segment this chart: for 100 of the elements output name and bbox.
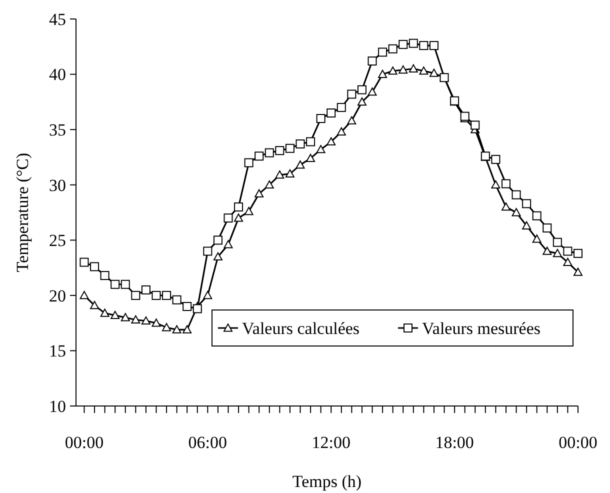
- y-tick-label: 30: [49, 176, 66, 195]
- point: [419, 41, 428, 50]
- point: [522, 199, 532, 208]
- point: [234, 214, 244, 222]
- point: [563, 258, 572, 266]
- point: [141, 285, 150, 294]
- point: [512, 190, 521, 200]
- point: [110, 310, 120, 320]
- point: [152, 290, 161, 300]
- point: [552, 238, 562, 247]
- y-tick-label: 40: [49, 65, 66, 84]
- point: [224, 214, 233, 223]
- point: [90, 262, 100, 272]
- point: [224, 240, 233, 248]
- x-axis-title: Temps (h): [292, 472, 362, 491]
- point: [574, 268, 582, 276]
- point: [244, 158, 254, 168]
- y-tick-label: 45: [49, 10, 66, 29]
- point: [100, 308, 110, 317]
- x-tick-label: 00:00: [64, 433, 104, 452]
- point: [378, 48, 388, 57]
- point: [120, 313, 130, 322]
- y-tick-label: 35: [49, 120, 66, 140]
- point: [162, 322, 172, 332]
- point: [254, 189, 264, 198]
- point: [347, 116, 356, 124]
- x-tick-label: 00:00: [558, 433, 598, 452]
- point: [532, 211, 542, 220]
- point: [90, 300, 100, 310]
- point: [264, 148, 274, 158]
- x-tick-label: 18:00: [435, 433, 474, 452]
- point: [429, 68, 438, 77]
- point: [152, 318, 161, 327]
- point: [203, 246, 212, 256]
- point: [398, 40, 408, 49]
- point: [512, 208, 521, 216]
- point: [398, 65, 408, 74]
- point: [501, 202, 510, 211]
- point: [192, 304, 202, 314]
- point: [275, 146, 284, 156]
- point: [296, 160, 305, 169]
- point: [182, 302, 192, 311]
- point: [275, 170, 284, 179]
- point: [203, 290, 212, 300]
- point: [316, 144, 326, 154]
- point: [131, 290, 140, 300]
- point: [110, 280, 120, 289]
- point: [378, 70, 388, 78]
- point: [388, 44, 398, 54]
- point: [542, 246, 552, 255]
- point: [316, 114, 326, 124]
- legend-label: Valeurs calculées: [242, 318, 360, 338]
- point: [552, 248, 562, 258]
- point: [285, 144, 294, 153]
- point: [100, 271, 110, 280]
- point: [574, 248, 582, 258]
- y-tick-label: 25: [49, 231, 66, 250]
- legend-label: Valeurs mesurées: [422, 318, 540, 338]
- point: [429, 41, 438, 50]
- point: [419, 66, 428, 75]
- point: [388, 66, 398, 75]
- point: [244, 206, 254, 216]
- point: [213, 252, 222, 260]
- y-axis-title: Temperature (°C): [13, 152, 32, 272]
- point: [357, 85, 366, 94]
- point: [296, 139, 305, 148]
- point: [368, 87, 377, 96]
- point: [491, 154, 500, 164]
- point: [80, 290, 89, 300]
- y-tick-label: 20: [49, 286, 66, 306]
- point: [326, 137, 336, 146]
- point: [501, 179, 510, 188]
- point: [306, 137, 316, 146]
- point: [408, 38, 418, 48]
- point: [563, 246, 572, 256]
- point: [408, 64, 418, 72]
- point: [172, 325, 182, 334]
- point: [120, 280, 130, 289]
- point: [234, 202, 244, 212]
- point: [470, 120, 480, 130]
- point: [131, 315, 140, 324]
- point: [532, 234, 542, 243]
- point: [491, 180, 500, 189]
- y-tick-label: 10: [49, 396, 66, 416]
- point: [162, 290, 172, 300]
- point: [285, 169, 294, 178]
- point: [306, 154, 316, 162]
- point: [172, 295, 182, 304]
- point: [141, 316, 150, 325]
- point: [213, 236, 222, 245]
- x-tick-label: 12:00: [312, 433, 350, 452]
- point: [182, 325, 192, 334]
- y-tick-label: 15: [49, 342, 66, 361]
- point: [368, 56, 377, 66]
- point: [522, 221, 532, 230]
- point: [336, 102, 346, 112]
- point: [347, 90, 356, 99]
- point: [542, 223, 552, 232]
- point: [326, 108, 336, 118]
- point: [357, 97, 366, 106]
